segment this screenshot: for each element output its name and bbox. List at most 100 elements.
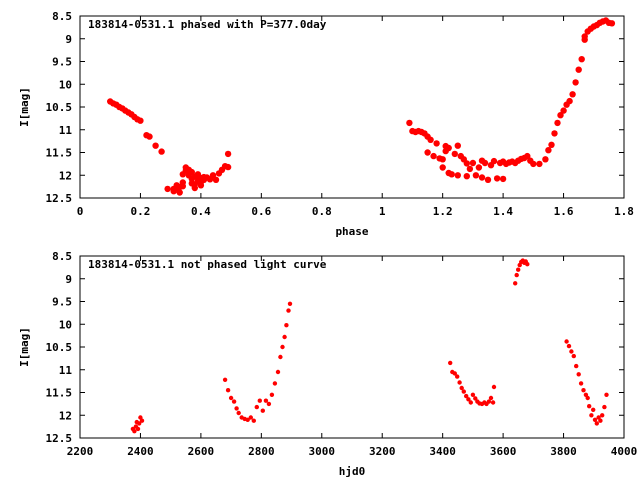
chart-2-x-tick-label: 4000 [611,445,638,458]
chart-2-data-point [275,369,281,375]
chart-1-y-tick-label: 11.5 [46,147,73,160]
chart-1-data-point [406,119,413,127]
chart-2-data-point [516,267,521,272]
chart-1-data-point [608,20,616,27]
chart-1-data-point [146,133,153,140]
chart-2-y-tick-label: 9 [65,273,72,286]
chart-2-data-point [251,418,256,423]
chart-1-x-tick-label: 1.6 [554,205,574,218]
chart-2-data-point [604,392,609,397]
chart-2-title: 183814-0531.1 not phased light curve [88,258,327,271]
chart-1-data-point [439,164,446,171]
chart-2-data-point [488,395,494,401]
chart-1-data-point [454,172,461,179]
chart-1-data-point [490,157,498,165]
chart-2-x-tick-label: 2200 [67,445,94,458]
chart-1-data-point [542,156,549,163]
chart-1-data-point [484,176,492,183]
chart-1-y-tick-label: 9.5 [52,56,72,69]
chart-2-data-point [272,381,278,386]
chart-1-data-point [469,159,477,167]
chart-2-data-point [448,360,453,366]
chart-2-data-point [132,429,137,434]
chart-2-x-tick-label: 2400 [127,445,154,458]
chart-1-y-tick-label: 9 [65,33,72,46]
chart-1-points [107,17,616,196]
chart-2-data-point [260,408,265,413]
chart-1-x-tick-label: 0.4 [191,205,211,218]
chart-1-x-tick-label: 1 [379,205,386,218]
chart-2-data-point [236,410,241,416]
chart-2-y-tick-label: 10 [59,318,72,331]
chart-1-y-tick-label: 10 [59,78,72,91]
chart-2-data-point [583,392,589,397]
chart-2-data-point [569,349,574,354]
chart-1-data-point [158,148,165,155]
chart-2-data-point [457,380,462,385]
chart-1-data-point [424,149,431,156]
chart-2-data-point [602,404,607,410]
chart-2-data-point [139,418,145,423]
chart-1-data-point [481,159,489,167]
chart-2-data-point [571,353,576,359]
chart-1-data-point [164,185,171,193]
chart-2-data-point [564,339,569,344]
chart-1-x-axis-label: phase [335,225,368,238]
chart-1-data-point [176,189,183,196]
chart-1-data-point [557,112,564,119]
chart-2-data-point [257,398,262,403]
chart-1-data-point [551,130,558,137]
chart-2-data-point [470,392,476,397]
chart-2-data-point [594,421,599,426]
chart-1-y-tick-label: 12 [59,169,72,182]
chart-1-data-point [451,150,458,158]
chart-1-y-tick-label: 11 [59,124,73,137]
chart-1-data-point [578,56,585,63]
chart-2-data-point [245,417,250,422]
chart-1-panel: 0 0.2 0.4 0.6 0.8 1 1.2 1.4 1.6 1.8 8.5 9 9.5 10 10.5 1… [18,10,634,238]
chart-1-data-point [463,160,470,167]
chart-1-data-point [475,164,483,171]
chart-2-x-tick-label: 2600 [188,445,215,458]
chart-2-data-point [286,308,291,313]
chart-2-data-point [513,281,518,286]
chart-2-x-tick-label: 3000 [309,445,336,458]
chart-1-data-point [454,142,461,149]
chart-2-data-point [585,395,590,401]
chart-1-data-point [569,91,576,98]
chart-2-data-point [491,384,497,390]
chart-2-data-point [514,272,519,278]
chart-2-data-point [280,344,285,350]
chart-1-data-point [433,140,440,147]
chart-2-y-tick-label: 12.5 [46,432,73,445]
chart-1-title: 183814-0531.1 phased with P=377.0day [88,18,327,31]
chart-2-data-point [587,404,592,409]
chart-2-data-point [596,415,601,420]
chart-2-data-point [592,417,598,422]
chart-2-x-axis-label: hjd0 [339,465,366,478]
chart-1-data-point [209,172,217,179]
chart-2-data-point [266,401,272,407]
chart-1-data-point [224,163,232,171]
chart-1-x-tick-label: 0.2 [131,205,151,218]
chart-2-data-point [459,385,464,391]
chart-1-data-point [179,183,186,190]
chart-1-data-point [575,66,582,73]
chart-1-data-point [499,175,507,183]
chart-1-data-point [188,168,195,176]
chart-1-x-tick-label: 1.8 [614,205,634,218]
chart-2-data-point [135,426,141,432]
chart-2-y-tick-label: 8.5 [52,250,72,263]
chart-2-y-tick-label: 9.5 [52,296,72,309]
chart-1-data-point [137,117,144,124]
chart-2-data-point [254,404,259,410]
chart-1-data-point [152,142,159,149]
chart-2-data-point [225,388,231,393]
chart-2-panel: 2200 2400 2600 2800 3000 3200 3400 3600 3800 4000… [18,250,637,478]
chart-1-x-tick-label: 1.2 [433,205,453,218]
chart-1-data-point [566,97,573,105]
chart-2-data-point [263,398,269,403]
chart-2-data-point [464,393,469,399]
chart-1-data-point [560,107,567,114]
